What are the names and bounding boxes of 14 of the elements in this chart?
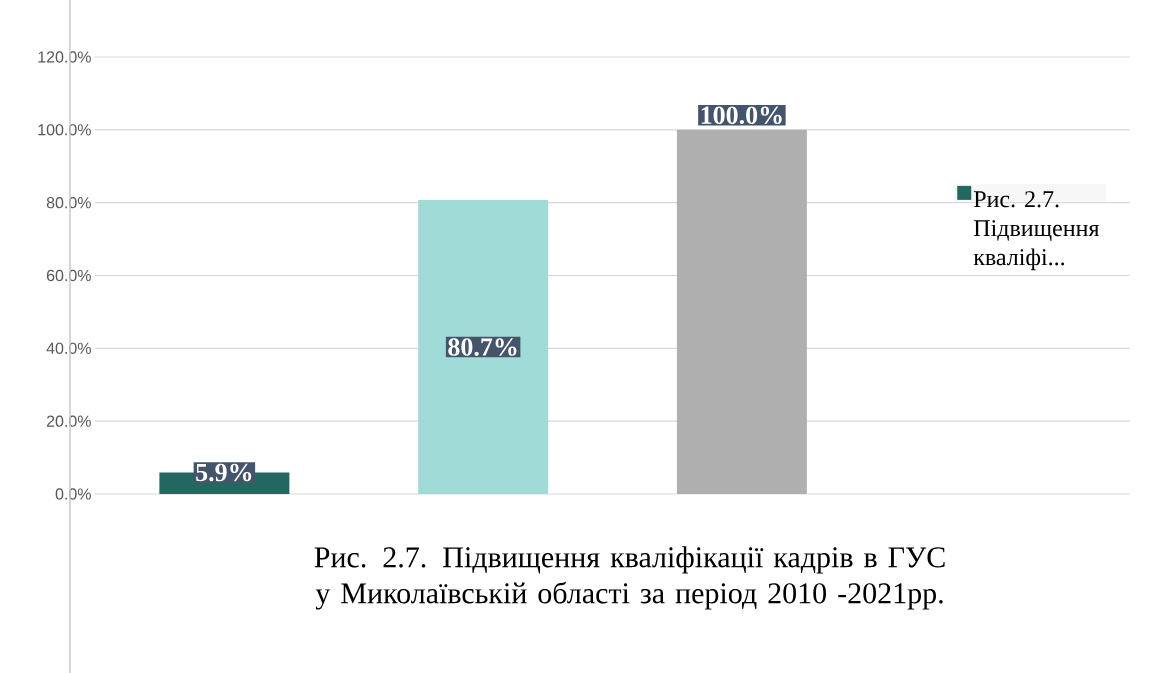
y-tick-label: 40.0% (46, 342, 91, 354)
y-tick-label: 100.0% (38, 124, 91, 136)
bar (676, 129, 807, 494)
legend-label: Рис. 2.7. Підвищення кваліфі... (973, 191, 1100, 271)
text: Рис. 2.7. Підвищення кваліфікації кадрів в ГУС у Миколаївській області за період 2010 -2021рр. (314, 546, 945, 610)
y-tick-label: 80.0% (46, 196, 91, 209)
y-tick-label: 60.0% (46, 269, 91, 282)
y-tick-label: 20.0% (46, 415, 91, 427)
y-tick-label: 120.0% (38, 51, 91, 63)
y-tick-label: 0.0% (55, 488, 91, 500)
bar (418, 200, 549, 494)
data-label: 5.9% (196, 463, 252, 482)
data-label: 100.0% (701, 106, 782, 125)
data-label: 80.7% (448, 338, 517, 356)
